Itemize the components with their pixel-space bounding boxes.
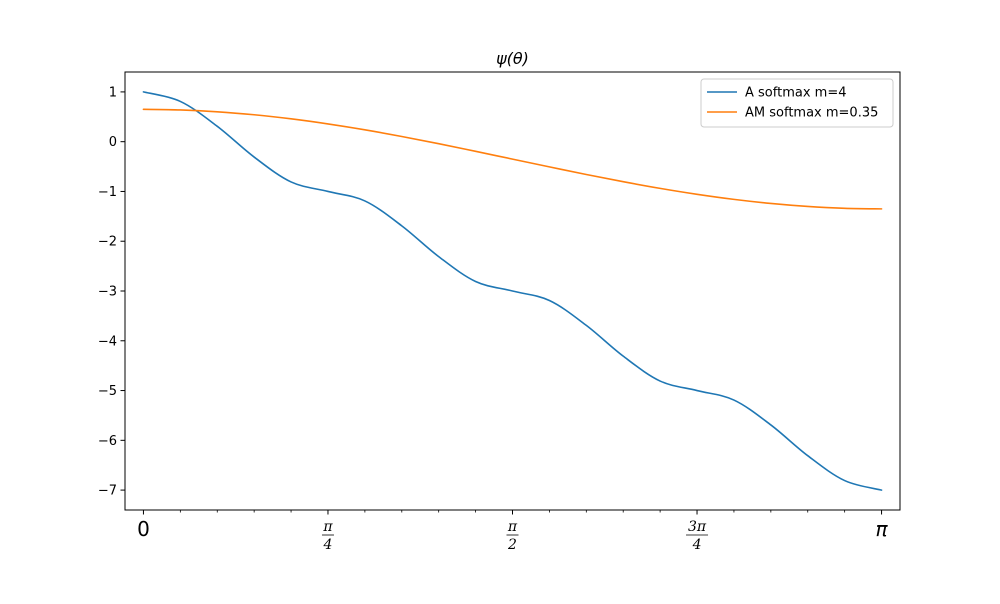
legend-box [700,78,894,128]
x-tick-label-denominator: 2 [507,537,517,553]
series-line-2 [142,108,883,210]
series-line-1 [142,91,883,491]
legend-label-1: A softmax m=4 [745,86,846,101]
x-tick-label-numerator: π [507,519,518,535]
x-tick-label-numerator: 3π [688,519,707,535]
y-tick-label: −5 [98,384,117,399]
x-tick-label-denominator: 4 [692,537,702,553]
x-tick-label-numerator: π [322,519,333,535]
y-tick-label: −3 [98,285,117,300]
y-tick-label: −6 [98,434,117,449]
legend: A softmax m=4 AM softmax m=0.35 [700,78,894,128]
x-tick-label: π [876,517,889,541]
y-tick-label: −7 [98,484,117,499]
y-tick-label: −1 [98,185,117,200]
series-layer [142,91,883,491]
legend-label-2: AM softmax m=0.35 [745,106,878,121]
x-tick-label: 0 [137,517,150,541]
x-tick-label-denominator: 4 [323,537,333,553]
y-tick-label: −4 [98,334,117,349]
chart-title: ψ(θ) [496,49,529,68]
y-tick-label: 0 [109,135,117,150]
y-tick-label: 1 [109,85,117,100]
y-tick-label: −2 [98,235,117,250]
axes-layer: 1 0 −1 −2 −3 −4 −5 −6 −7 0 π 4 π 2 3π 4 π [98,71,901,553]
